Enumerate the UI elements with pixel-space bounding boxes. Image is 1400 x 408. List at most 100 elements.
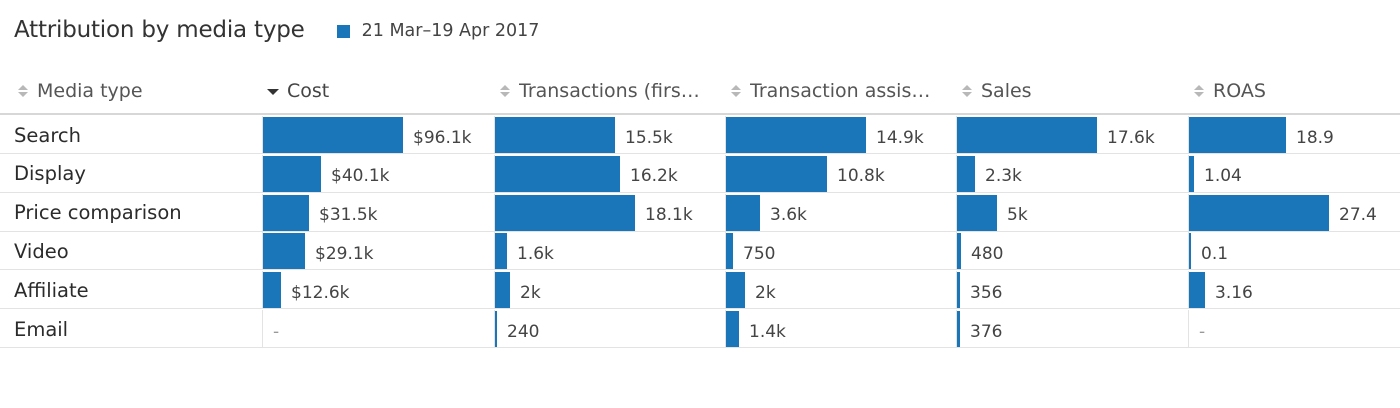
data-bar[interactable] [726,117,866,154]
column-divider [725,116,726,154]
column-divider [725,271,726,310]
column-divider [1188,232,1189,271]
data-label: $96.1k [413,127,472,148]
column-divider [956,310,957,348]
data-label: 3.6k [770,205,807,226]
sort-both-icon [496,83,514,99]
data-bar[interactable] [495,194,635,232]
column-divider [1188,193,1189,232]
data-bar[interactable] [957,311,960,348]
column-divider [494,193,495,232]
data-label: 356 [970,282,1003,303]
data-label: 18.9 [1296,127,1334,148]
legend: 21 Mar–19 Apr 2017 [336,21,540,41]
sort-both-icon [14,83,32,99]
table-row[interactable]: Video $29.1k 1.6k 750 480 0.1 [0,232,1400,271]
column-divider [725,310,726,348]
legend-label: 21 Mar–19 Apr 2017 [361,21,540,41]
data-label: 10.8k [837,166,885,187]
data-label: - [273,321,280,342]
header-divider [0,113,1400,115]
data-bar[interactable] [957,272,960,310]
data-bar[interactable] [726,155,827,193]
column-header-label: Transactions (firs… [519,80,700,102]
data-bar[interactable] [495,233,507,271]
data-bar[interactable] [495,117,615,154]
data-label: $31.5k [319,205,378,226]
column-header-cost[interactable]: Cost [264,68,485,114]
data-label: 27.4 [1339,205,1377,226]
data-bar[interactable] [1189,155,1194,193]
data-label: 16.2k [630,166,678,187]
column-divider [262,154,263,193]
column-divider [494,154,495,193]
data-bar[interactable] [726,311,739,348]
data-bar[interactable] [263,233,305,271]
data-bar[interactable] [495,311,497,348]
table-row[interactable]: Price comparison $31.5k 18.1k 3.6k 5k 27.4 [0,193,1400,232]
data-bar[interactable] [1189,272,1205,310]
column-header-transactions-first[interactable]: Transactions (firs… [496,68,717,114]
data-bar[interactable] [726,233,733,271]
data-label: 1.6k [517,243,554,264]
column-header-sales[interactable]: Sales [958,68,1179,114]
column-divider [1188,271,1189,310]
row-label: Video [14,239,69,263]
row-label: Email [14,317,69,341]
data-label: 2.3k [985,166,1022,187]
row-divider [0,269,1400,271]
data-label: 15.5k [625,127,673,148]
row-label: Display [14,162,86,186]
table-row[interactable]: Display $40.1k 16.2k 10.8k 2.3k 1.04 [0,154,1400,193]
data-bar[interactable] [1189,233,1191,271]
data-bar[interactable] [1189,194,1329,232]
data-bar[interactable] [726,194,760,232]
column-header-media-type[interactable]: Media type [14,68,254,114]
column-divider [494,310,495,348]
data-label: 1.4k [749,321,786,342]
data-label: $12.6k [291,282,350,303]
data-label: 18.1k [645,205,693,226]
sort-both-icon [727,83,745,99]
table-row[interactable]: Email - 240 1.4k 376 - [0,310,1400,348]
column-header-label: Sales [981,80,1032,102]
table-row[interactable]: Affiliate $12.6k 2k 2k 356 3.16 [0,271,1400,310]
row-divider [0,347,1400,348]
column-divider [262,193,263,232]
column-header-transaction-assists[interactable]: Transaction assis… [727,68,948,114]
column-divider [956,271,957,310]
data-label: 376 [970,321,1003,342]
data-label: 240 [507,321,540,342]
table-header-row: Media type Cost Transactions (firs… Transac… [0,68,1400,115]
data-label: 2k [520,282,541,303]
column-header-label: Transaction assis… [750,80,931,102]
sort-descending-icon [264,83,282,99]
table-row[interactable]: Search $96.1k 15.5k 14.9k 17.6k 18.9 [0,116,1400,154]
column-divider [494,232,495,271]
column-divider [725,154,726,193]
data-bar[interactable] [263,272,281,310]
data-bar[interactable] [726,272,745,310]
data-bar[interactable] [1189,117,1286,154]
data-bar[interactable] [495,272,510,310]
sort-both-icon [1190,83,1208,99]
chart-header: Attribution by media type 21 Mar–19 Apr … [14,14,539,46]
data-bar[interactable] [263,155,321,193]
data-label: 1.04 [1204,166,1242,187]
data-bar[interactable] [957,233,961,271]
column-divider [494,116,495,154]
data-bar[interactable] [957,155,975,193]
column-divider [725,193,726,232]
data-bar[interactable] [263,117,403,154]
data-bar[interactable] [957,117,1097,154]
legend-swatch [336,24,350,38]
data-bar[interactable] [495,155,620,193]
column-header-roas[interactable]: ROAS [1190,68,1400,114]
data-label: $29.1k [315,243,374,264]
row-divider [0,308,1400,310]
data-bar[interactable] [957,194,997,232]
data-label: 750 [743,243,776,264]
row-label: Price comparison [14,201,182,225]
column-divider [956,232,957,271]
data-bar[interactable] [263,194,309,232]
